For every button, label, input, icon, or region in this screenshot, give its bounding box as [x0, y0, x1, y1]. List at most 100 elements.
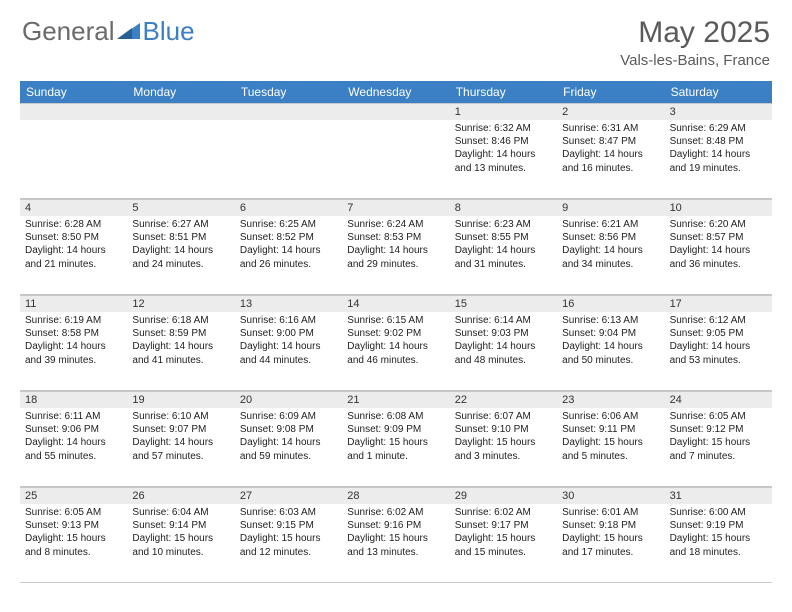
- day-cell: Sunrise: 6:07 AMSunset: 9:10 PMDaylight:…: [450, 408, 557, 486]
- sunrise-text: Sunrise: 6:18 AM: [132, 314, 229, 327]
- sunrise-text: Sunrise: 6:02 AM: [347, 506, 444, 519]
- daylight-text: and 48 minutes.: [455, 354, 552, 367]
- daylight-text: Daylight: 14 hours: [132, 340, 229, 353]
- sunset-text: Sunset: 9:18 PM: [562, 519, 659, 532]
- daylight-text: Daylight: 15 hours: [240, 532, 337, 545]
- day-cell: Sunrise: 6:11 AMSunset: 9:06 PMDaylight:…: [20, 408, 127, 486]
- sunset-text: Sunset: 8:56 PM: [562, 231, 659, 244]
- calendar: SundayMondayTuesdayWednesdayThursdayFrid…: [20, 81, 772, 583]
- day-number: 24: [665, 392, 772, 408]
- day-number: 9: [557, 200, 664, 216]
- sunrise-text: Sunrise: 6:31 AM: [562, 122, 659, 135]
- calendar-body: 123Sunrise: 6:32 AMSunset: 8:46 PMDaylig…: [20, 103, 772, 583]
- sunrise-text: Sunrise: 6:27 AM: [132, 218, 229, 231]
- daylight-text: Daylight: 15 hours: [455, 532, 552, 545]
- day-number: 18: [20, 392, 127, 408]
- day-number: 8: [450, 200, 557, 216]
- daylight-text: Daylight: 14 hours: [670, 148, 767, 161]
- sunset-text: Sunset: 8:48 PM: [670, 135, 767, 148]
- day-cell: Sunrise: 6:21 AMSunset: 8:56 PMDaylight:…: [557, 216, 664, 294]
- day-cell: [235, 120, 342, 198]
- daylight-text: and 7 minutes.: [670, 450, 767, 463]
- day-cell: Sunrise: 6:31 AMSunset: 8:47 PMDaylight:…: [557, 120, 664, 198]
- week-row: Sunrise: 6:28 AMSunset: 8:50 PMDaylight:…: [20, 216, 772, 295]
- sunset-text: Sunset: 9:03 PM: [455, 327, 552, 340]
- triangle-icon: [117, 16, 141, 47]
- day-cell: Sunrise: 6:08 AMSunset: 9:09 PMDaylight:…: [342, 408, 449, 486]
- daylight-text: Daylight: 14 hours: [240, 436, 337, 449]
- sunset-text: Sunset: 9:13 PM: [25, 519, 122, 532]
- sunset-text: Sunset: 8:53 PM: [347, 231, 444, 244]
- day-number: 3: [665, 104, 772, 120]
- sunrise-text: Sunrise: 6:32 AM: [455, 122, 552, 135]
- sunrise-text: Sunrise: 6:21 AM: [562, 218, 659, 231]
- day-number: 29: [450, 488, 557, 504]
- week-daynum-row: 45678910: [20, 199, 772, 216]
- daylight-text: and 53 minutes.: [670, 354, 767, 367]
- daylight-text: Daylight: 15 hours: [562, 532, 659, 545]
- day-cell: Sunrise: 6:28 AMSunset: 8:50 PMDaylight:…: [20, 216, 127, 294]
- day-cell: Sunrise: 6:27 AMSunset: 8:51 PMDaylight:…: [127, 216, 234, 294]
- sunset-text: Sunset: 8:55 PM: [455, 231, 552, 244]
- daylight-text: and 8 minutes.: [25, 546, 122, 559]
- sunset-text: Sunset: 9:06 PM: [25, 423, 122, 436]
- sunset-text: Sunset: 8:57 PM: [670, 231, 767, 244]
- location-label: Vals-les-Bains, France: [620, 52, 770, 69]
- daylight-text: Daylight: 15 hours: [132, 532, 229, 545]
- header: General Blue May 2025 Vals-les-Bains, Fr…: [0, 0, 792, 77]
- day-number: 22: [450, 392, 557, 408]
- daylight-text: and 19 minutes.: [670, 162, 767, 175]
- sunset-text: Sunset: 8:59 PM: [132, 327, 229, 340]
- sunset-text: Sunset: 9:16 PM: [347, 519, 444, 532]
- sunrise-text: Sunrise: 6:11 AM: [25, 410, 122, 423]
- day-cell: Sunrise: 6:18 AMSunset: 8:59 PMDaylight:…: [127, 312, 234, 390]
- sunset-text: Sunset: 8:58 PM: [25, 327, 122, 340]
- week-row: Sunrise: 6:19 AMSunset: 8:58 PM Daylight:…: [20, 312, 772, 391]
- sunrise-text: Sunrise: 6:06 AM: [562, 410, 659, 423]
- daylight-text: and 13 minutes.: [455, 162, 552, 175]
- sunrise-text: Sunrise: 6:19 AM: [25, 314, 122, 327]
- sunrise-text: Sunrise: 6:01 AM: [562, 506, 659, 519]
- day-number: [20, 104, 127, 120]
- daylight-text: and 26 minutes.: [240, 258, 337, 271]
- sunrise-text: Sunrise: 6:25 AM: [240, 218, 337, 231]
- daylight-text: and 17 minutes.: [562, 546, 659, 559]
- sunset-text: Sunset: 9:00 PM: [240, 327, 337, 340]
- daylight-text: Daylight: 14 hours: [670, 244, 767, 257]
- sunset-text: Sunset: 9:17 PM: [455, 519, 552, 532]
- day-cell: [20, 120, 127, 198]
- sunset-text: Sunset: 9:04 PM: [562, 327, 659, 340]
- daylight-text: and 31 minutes.: [455, 258, 552, 271]
- daylight-text: and 44 minutes.: [240, 354, 337, 367]
- daylight-text: and 59 minutes.: [240, 450, 337, 463]
- day-number: 11: [20, 296, 127, 312]
- daylight-text: Daylight: 14 hours: [455, 148, 552, 161]
- weekday-header: Thursday: [450, 81, 557, 103]
- daylight-text: and 41 minutes.: [132, 354, 229, 367]
- daylight-text: and 16 minutes.: [562, 162, 659, 175]
- daylight-text: and 29 minutes.: [347, 258, 444, 271]
- daylight-text: Daylight: 15 hours: [347, 532, 444, 545]
- daylight-text: and 13 minutes.: [347, 546, 444, 559]
- day-cell: Sunrise: 6:12 AMSunset: 9:05 PMDaylight:…: [665, 312, 772, 390]
- daylight-text: Daylight: 14 hours: [562, 244, 659, 257]
- sunset-text: Sunset: 8:52 PM: [240, 231, 337, 244]
- weekday-header: Sunday: [20, 81, 127, 103]
- week-row: Sunrise: 6:32 AMSunset: 8:46 PMDaylight:…: [20, 120, 772, 199]
- sunrise-text: Sunrise: 6:10 AM: [132, 410, 229, 423]
- day-number: 28: [342, 488, 449, 504]
- week-daynum-row: 25262728293031: [20, 487, 772, 504]
- daylight-text: Daylight: 14 hours: [455, 244, 552, 257]
- day-number: 20: [235, 392, 342, 408]
- week-daynum-row: 11121314151617: [20, 295, 772, 312]
- day-cell: Sunrise: 6:10 AMSunset: 9:07 PMDaylight:…: [127, 408, 234, 486]
- daylight-text: Daylight: 14 hours: [562, 148, 659, 161]
- sunrise-text: Sunrise: 6:09 AM: [240, 410, 337, 423]
- day-number: 6: [235, 200, 342, 216]
- weekday-header: Friday: [557, 81, 664, 103]
- daylight-text: Daylight: 14 hours: [25, 244, 122, 257]
- daylight-text: Daylight: 15 hours: [25, 532, 122, 545]
- day-cell: Sunrise: 6:00 AMSunset: 9:19 PMDaylight:…: [665, 504, 772, 582]
- day-cell: Sunrise: 6:09 AMSunset: 9:08 PMDaylight:…: [235, 408, 342, 486]
- day-number: 14: [342, 296, 449, 312]
